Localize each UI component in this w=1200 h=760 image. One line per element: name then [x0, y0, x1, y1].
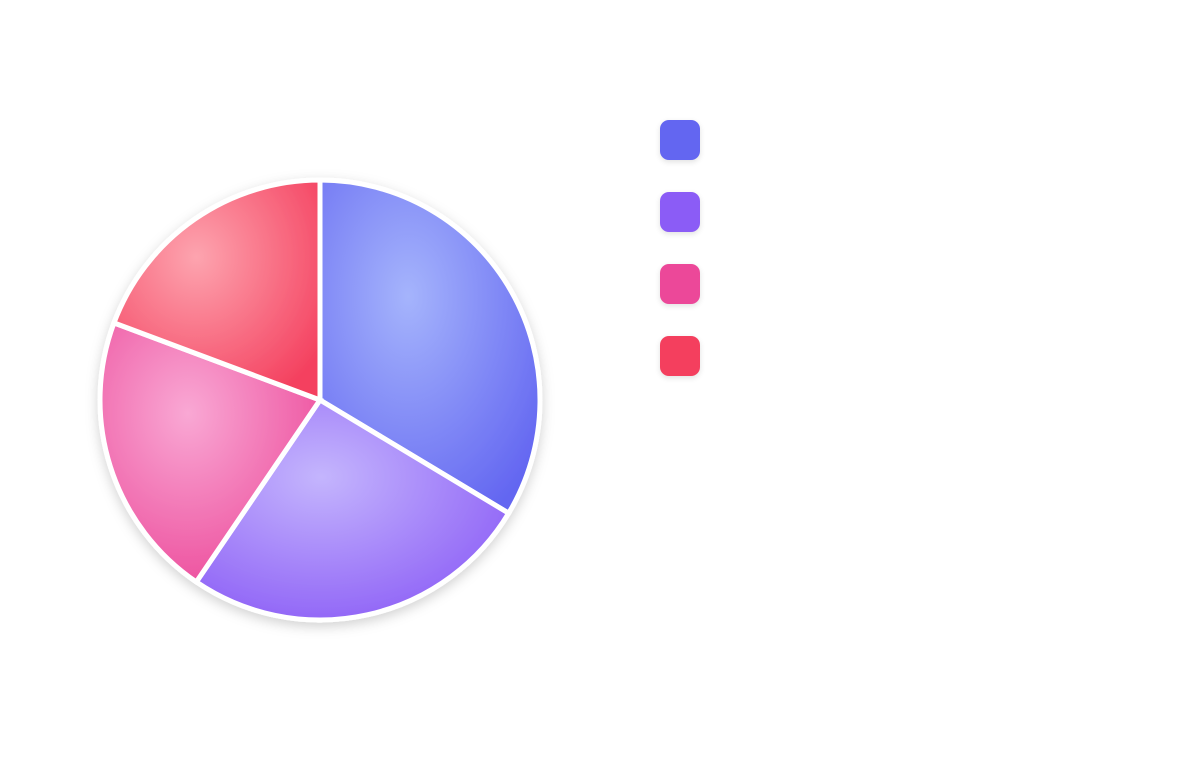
legend-swatch-3 — [660, 264, 700, 304]
legend-item-1[interactable] — [660, 120, 1080, 160]
pie-slice-2[interactable] — [192, 396, 513, 623]
legend-swatch-1 — [660, 120, 700, 160]
legend-item-2[interactable] — [660, 192, 1080, 232]
legend-item-4[interactable] — [660, 336, 1080, 376]
legend-swatch-2 — [660, 192, 700, 232]
pie-slice-1[interactable] — [317, 177, 543, 517]
legend — [660, 120, 1080, 408]
legend-swatch-4 — [660, 336, 700, 376]
legend-item-3[interactable] — [660, 264, 1080, 304]
pie-slice-3[interactable] — [97, 319, 324, 586]
pie-slice-4[interactable] — [110, 177, 323, 404]
